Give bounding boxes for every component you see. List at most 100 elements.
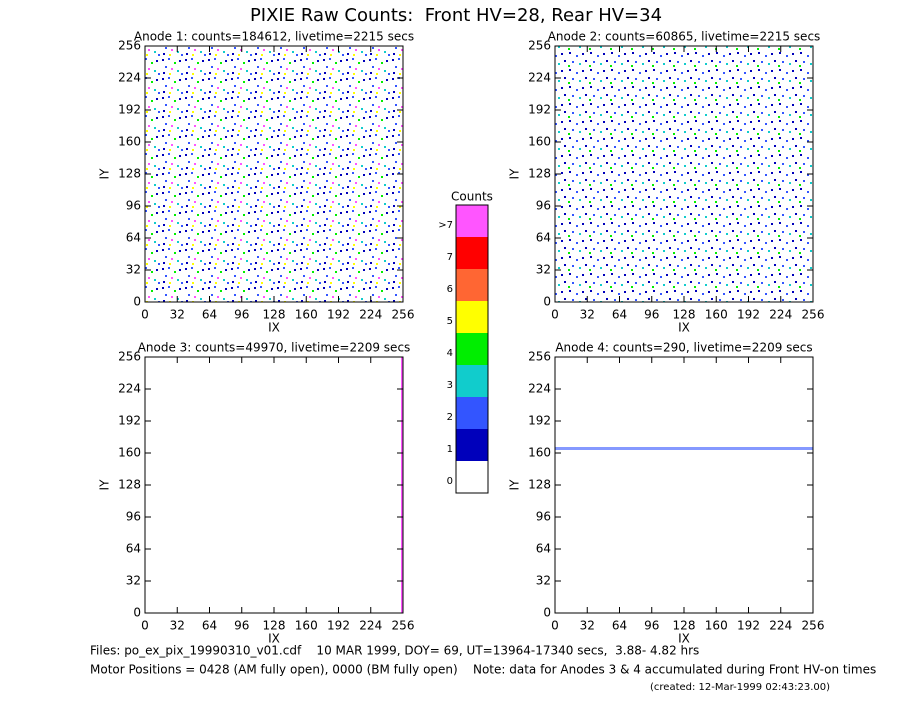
y-tick-label: 224 <box>528 71 551 85</box>
y-tick-label: 192 <box>118 103 141 117</box>
image-texture <box>145 46 403 302</box>
colorbar-label: 4 <box>447 348 453 359</box>
y-tick-label: 256 <box>528 350 551 364</box>
y-tick-label: 128 <box>528 167 551 181</box>
footer-motor: Motor Positions = 0428 (AM fully open), … <box>90 663 876 677</box>
y-tick-label: 32 <box>536 574 551 588</box>
y-tick-label: 96 <box>536 510 551 524</box>
y-axis-label: IY <box>98 479 112 491</box>
y-tick-label: 64 <box>126 542 141 556</box>
x-tick-label: 64 <box>612 308 627 322</box>
x-tick-label: 160 <box>705 619 728 633</box>
x-tick-label: 224 <box>769 619 792 633</box>
x-tick-label: 32 <box>580 619 595 633</box>
y-tick-label: 160 <box>528 135 551 149</box>
plot-frame <box>144 356 404 614</box>
x-tick-label: 160 <box>295 619 318 633</box>
panel-title: Anode 3: counts=49970, livetime=2209 sec… <box>138 341 411 355</box>
x-tick-label: 32 <box>170 308 185 322</box>
y-tick-label: 256 <box>118 39 141 53</box>
y-tick-label: 160 <box>118 135 141 149</box>
y-tick-label: 32 <box>126 574 141 588</box>
x-tick-label: 0 <box>141 308 149 322</box>
x-tick-label: 192 <box>737 619 760 633</box>
colorbar-label: 7 <box>447 252 453 263</box>
x-axis-label: IX <box>678 632 690 646</box>
x-axis-label: IX <box>268 632 280 646</box>
y-tick-label: 224 <box>118 71 141 85</box>
colorbar-frame <box>455 204 489 494</box>
x-tick-label: 224 <box>359 619 382 633</box>
x-tick-label: 192 <box>737 308 760 322</box>
page-title: PIXIE Raw Counts: Front HV=28, Rear HV=3… <box>250 5 662 26</box>
colorbar-title: Counts <box>451 190 493 204</box>
x-tick-label: 256 <box>802 619 825 633</box>
y-tick-label: 224 <box>528 382 551 396</box>
y-tick-label: 256 <box>528 39 551 53</box>
y-tick-label: 32 <box>126 263 141 277</box>
y-tick-label: 96 <box>126 199 141 213</box>
colorbar-label: 2 <box>447 412 453 423</box>
y-tick-label: 0 <box>543 295 551 309</box>
x-tick-label: 160 <box>705 308 728 322</box>
colorbar-label: 5 <box>447 316 453 327</box>
colorbar-swatch <box>456 429 488 461</box>
x-tick-label: 64 <box>202 619 217 633</box>
x-axis-label: IX <box>268 321 280 335</box>
x-tick-label: 64 <box>202 308 217 322</box>
y-tick-label: 192 <box>118 414 141 428</box>
y-tick-label: 128 <box>528 478 551 492</box>
colorbar-label: 6 <box>447 284 453 295</box>
y-axis-label: IY <box>508 168 522 180</box>
y-tick-label: 192 <box>528 414 551 428</box>
x-tick-label: 224 <box>769 308 792 322</box>
colorbar-swatch <box>456 269 488 301</box>
y-tick-label: 128 <box>118 478 141 492</box>
x-tick-label: 96 <box>644 619 659 633</box>
plot-frame <box>554 356 814 614</box>
colorbar-swatch <box>456 365 488 397</box>
y-tick-label: 224 <box>118 382 141 396</box>
x-axis-label: IX <box>678 321 690 335</box>
colorbar-label: 1 <box>447 444 453 455</box>
panel-title: Anode 4: counts=290, livetime=2209 secs <box>555 341 812 355</box>
x-tick-label: 0 <box>551 308 559 322</box>
footer-files: Files: po_ex_pix_19990310_v01.cdf 10 MAR… <box>90 644 699 658</box>
colorbar-swatch <box>456 397 488 429</box>
x-tick-label: 128 <box>263 308 286 322</box>
y-tick-label: 160 <box>118 446 141 460</box>
x-tick-label: 224 <box>359 308 382 322</box>
y-axis-label: IY <box>98 168 112 180</box>
y-tick-label: 64 <box>126 231 141 245</box>
x-tick-label: 128 <box>263 619 286 633</box>
y-tick-label: 96 <box>126 510 141 524</box>
y-tick-label: 0 <box>543 606 551 620</box>
x-tick-label: 256 <box>392 308 415 322</box>
x-tick-label: 160 <box>295 308 318 322</box>
x-tick-label: 256 <box>392 619 415 633</box>
colorbar-swatch <box>456 301 488 333</box>
x-tick-label: 256 <box>802 308 825 322</box>
x-tick-label: 0 <box>141 619 149 633</box>
colorbar-swatch <box>456 461 488 493</box>
colorbar-label: 3 <box>447 380 453 391</box>
x-tick-label: 96 <box>644 308 659 322</box>
y-tick-label: 64 <box>536 542 551 556</box>
x-tick-label: 32 <box>170 619 185 633</box>
x-tick-label: 32 <box>580 308 595 322</box>
image-feature <box>555 447 813 450</box>
footer-created: (created: 12-Mar-1999 02:43:23.00) <box>650 682 830 693</box>
x-tick-label: 96 <box>234 619 249 633</box>
y-tick-label: 192 <box>528 103 551 117</box>
y-tick-label: 96 <box>536 199 551 213</box>
y-axis-label: IY <box>508 479 522 491</box>
y-tick-label: 32 <box>536 263 551 277</box>
colorbar-label: >7 <box>438 220 453 231</box>
y-tick-label: 160 <box>528 446 551 460</box>
y-tick-label: 64 <box>536 231 551 245</box>
panel-title: Anode 1: counts=184612, livetime=2215 se… <box>134 30 414 44</box>
x-tick-label: 64 <box>612 619 627 633</box>
panel-title: Anode 2: counts=60865, livetime=2215 sec… <box>548 30 821 44</box>
colorbar-label: 0 <box>447 476 453 487</box>
